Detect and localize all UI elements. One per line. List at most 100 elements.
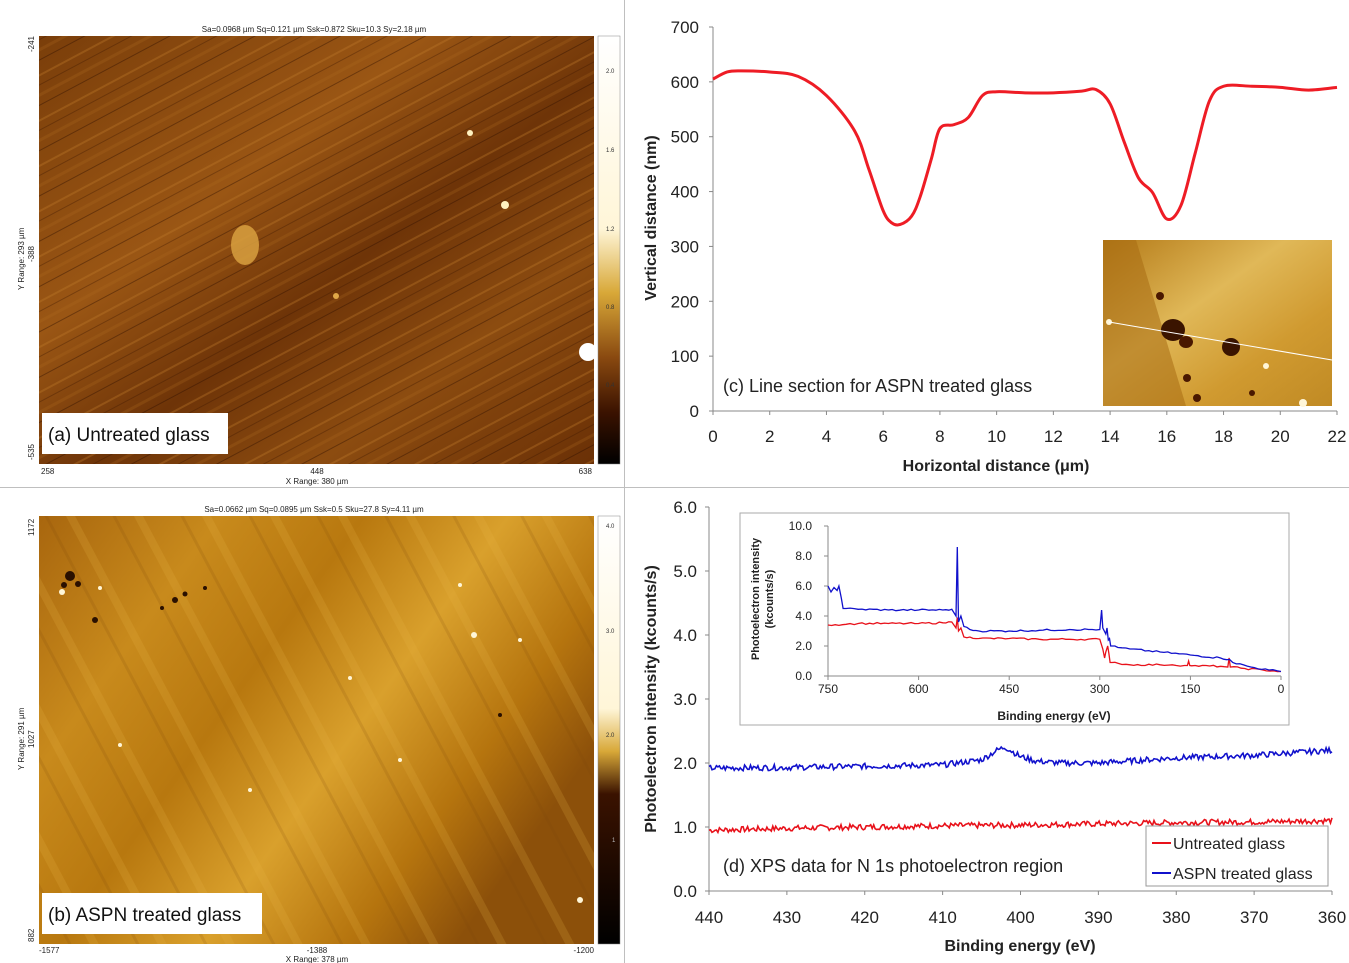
inset-y-tick-label: 10.0 (789, 519, 813, 533)
inset-ylabel-line1: Photoelectron intensity (750, 537, 762, 660)
panel-b-label: (b) ASPN treated glass (48, 905, 241, 926)
chart-d-series-untreated (708, 817, 1333, 835)
chart-d-y-tick-label: 0.0 (673, 882, 697, 901)
panel-a-x-tick: 638 (579, 467, 593, 476)
inset-y-tick-label: 6.0 (795, 579, 812, 593)
inset-x-tick-label: 0 (1278, 682, 1285, 696)
chart-d-ylabel: Photoelectron intensity (kcounts/s) (643, 565, 660, 833)
svg-text:0.4: 0.4 (606, 383, 615, 389)
panel-b-afm-aspn: Sa=0.0662 µm Sq=0.0895 µm Ssk=0.5 Sku=27… (0, 490, 624, 963)
panel-b-y-tick: 1027 (27, 730, 36, 748)
chart-c-y-tick-label: 300 (671, 237, 699, 256)
chart-c-annotation: (c) Line section for ASPN treated glass (723, 376, 1032, 396)
chart-c-x-tick-label: 6 (878, 427, 887, 446)
panel-b-colorbar-ticks: 4.0 3.0 2.0 1 (606, 524, 616, 844)
chart-d-svg: 440 430 420 410 400 390 380 370 360 0.0 1.0 2.0 3.0 4… (643, 498, 1346, 955)
panel-a-y-tick: -535 (27, 443, 36, 460)
inset-y-tick-label: 2.0 (795, 639, 812, 653)
chart-d-y-tick-label: 1.0 (673, 818, 697, 837)
panel-a-y-tick: -241 (27, 35, 36, 52)
inset-x-tick-label: 150 (1180, 682, 1200, 696)
chart-c-inset-afm (1103, 240, 1333, 407)
chart-c-xlabel: Horizontal distance (μm) (903, 458, 1090, 475)
chart-c-x-tick-label: 16 (1157, 427, 1176, 446)
panel-d-xps: 440 430 420 410 400 390 380 370 360 0.0 1.0 2.0 3.0 4… (626, 489, 1349, 963)
chart-d-x-tick-label: 420 (851, 908, 879, 927)
chart-c-x-tick-label: 20 (1271, 427, 1290, 446)
svg-text:4.0: 4.0 (606, 524, 615, 530)
chart-d-series-aspn (708, 745, 1333, 773)
svg-text:2.0: 2.0 (606, 733, 615, 739)
chart-c-x-tick-label: 10 (987, 427, 1006, 446)
inset-y-tick-label: 8.0 (795, 549, 812, 563)
chart-d-inset: 750 600 450 300 150 0 0.0 2.0 4.0 6.0 8.0 10.0 Bind… (739, 512, 1290, 726)
panel-a-x-range: X Range: 380 µm (286, 477, 349, 486)
chart-d-y-tick-label: 5.0 (673, 562, 697, 581)
chart-d-xlabel: Binding energy (eV) (944, 938, 1095, 955)
svg-text:3.0: 3.0 (606, 629, 615, 635)
panel-b-x-tick: -1577 (39, 946, 60, 955)
divider-horizontal (0, 487, 1349, 488)
chart-d-annotation: (d) XPS data for N 1s photoelectron regi… (723, 856, 1063, 876)
chart-c-y-tick-label: 400 (671, 183, 699, 202)
chart-d-y-tick-label: 2.0 (673, 754, 697, 773)
chart-d-x-tick-label: 400 (1006, 908, 1034, 927)
chart-d-y-tick-label: 6.0 (673, 498, 697, 517)
panel-a-colorbar (597, 35, 621, 465)
panel-b-x-tick: -1388 (307, 946, 328, 955)
panel-c-line-section: 0 2 4 6 8 10 12 14 16 18 20 22 0 100 200 300 400 500 600 70… (626, 0, 1349, 487)
chart-d-y-tick-label: 3.0 (673, 690, 697, 709)
chart-c-y-tick-label: 200 (671, 292, 699, 311)
chart-c-y-tick-label: 100 (671, 347, 699, 366)
inset-x-tick-label: 300 (1090, 682, 1110, 696)
panel-b-colorbar (597, 515, 621, 945)
svg-text:1: 1 (612, 838, 616, 844)
chart-c-series-line (712, 69, 1338, 227)
svg-text:2.0: 2.0 (606, 69, 615, 75)
inset-x-tick-label: 600 (909, 682, 929, 696)
chart-c-x-tick-label: 4 (822, 427, 831, 446)
chart-d-x-tick-label: 360 (1318, 908, 1346, 927)
panel-a-y-range: Y Range: 293 µm (17, 227, 26, 290)
chart-d-x-tick-label: 430 (773, 908, 801, 927)
chart-d-x-tick-label: 380 (1162, 908, 1190, 927)
panel-b-x-tick: -1200 (574, 946, 595, 955)
legend-label-untreated: Untreated glass (1173, 836, 1285, 853)
chart-c-x-tick-label: 14 (1101, 427, 1120, 446)
panel-a-afm-untreated: Sa=0.0968 µm Sq=0.121 µm Ssk=0.872 Sku=1… (0, 0, 624, 487)
chart-d-x-tick-label: 410 (928, 908, 956, 927)
inset-x-tick-label: 450 (999, 682, 1019, 696)
panel-a-x-tick: 258 (41, 467, 55, 476)
panel-a-x-tick: 448 (310, 467, 324, 476)
panel-a-stats: Sa=0.0968 µm Sq=0.121 µm Ssk=0.872 Sku=1… (202, 25, 427, 34)
chart-c-y-tick-label: 700 (671, 18, 699, 37)
inset-x-tick-label: 750 (818, 682, 838, 696)
chart-d-x-tick-label: 440 (695, 908, 723, 927)
panel-b-y-tick: 882 (27, 928, 36, 942)
chart-d-y-tick-label: 4.0 (673, 626, 697, 645)
chart-c-ylabel: Vertical distance (nm) (643, 135, 660, 300)
inset-ylabel-line2: (kcounts/s) (764, 569, 776, 628)
panel-a-svg: Sa=0.0968 µm Sq=0.121 µm Ssk=0.872 Sku=1… (17, 25, 621, 486)
panel-b-stats: Sa=0.0662 µm Sq=0.0895 µm Ssk=0.5 Sku=27… (204, 505, 424, 514)
inset-series-aspn (827, 546, 1282, 673)
svg-text:1.6: 1.6 (606, 148, 615, 154)
chart-d-x-tick-label: 370 (1240, 908, 1268, 927)
chart-c-svg: 0 2 4 6 8 10 12 14 16 18 20 22 0 100 200 300 400 500 600 70… (643, 18, 1347, 475)
svg-text:0.8: 0.8 (606, 305, 615, 311)
panel-b-svg: Sa=0.0662 µm Sq=0.0895 µm Ssk=0.5 Sku=27… (17, 505, 621, 963)
chart-c-y-tick-label: 600 (671, 73, 699, 92)
legend-label-aspn: ASPN treated glass (1173, 866, 1313, 883)
panel-a-label: (a) Untreated glass (48, 425, 210, 446)
chart-d-legend: Untreated glass ASPN treated glass (1145, 825, 1329, 887)
chart-c-x-tick-label: 8 (935, 427, 944, 446)
inset-xlabel: Binding energy (eV) (997, 709, 1110, 723)
panel-b-x-range: X Range: 378 µm (286, 955, 349, 963)
inset-y-tick-label: 4.0 (795, 609, 812, 623)
chart-c-y-tick-label: 0 (690, 402, 699, 421)
chart-c-x-tick-label: 12 (1044, 427, 1063, 446)
inset-series-untreated (827, 617, 1282, 673)
chart-c-x-tick-label: 22 (1328, 427, 1347, 446)
chart-d-x-tick-label: 390 (1084, 908, 1112, 927)
chart-c-x-tick-label: 18 (1214, 427, 1233, 446)
